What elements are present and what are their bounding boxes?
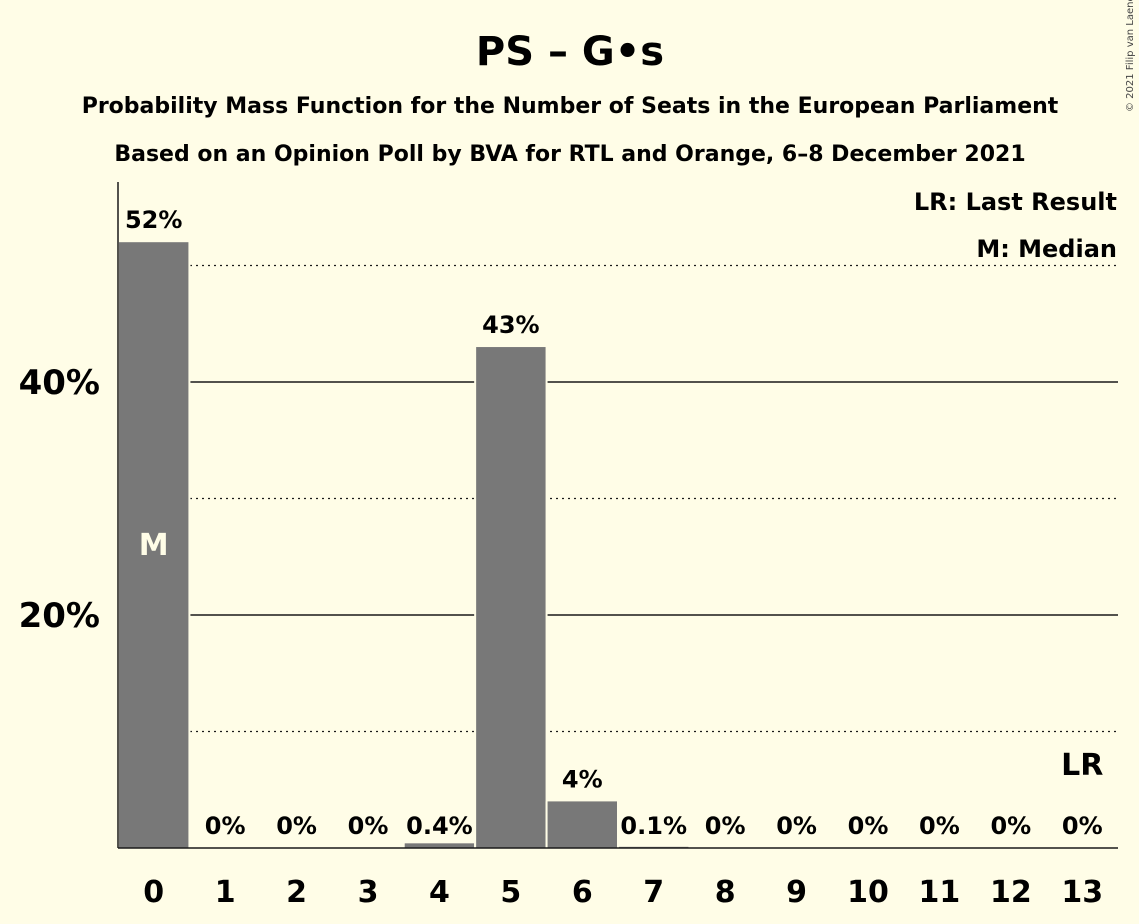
data-label-13: 0% bbox=[1062, 812, 1103, 840]
x-tick-label-6: 6 bbox=[572, 875, 593, 910]
chart-subtitle-poll: Based on an Opinion Poll by BVA for RTL … bbox=[114, 142, 1025, 167]
x-tick-label-13: 13 bbox=[1061, 875, 1103, 910]
data-label-4: 0.4% bbox=[406, 812, 473, 840]
x-tick-label-4: 4 bbox=[429, 875, 450, 910]
x-tick-label-7: 7 bbox=[643, 875, 664, 910]
data-label-11: 0% bbox=[919, 812, 960, 840]
legend-median: M: Median bbox=[976, 235, 1117, 263]
y-tick-label: 20% bbox=[19, 596, 100, 636]
data-label-6: 4% bbox=[562, 765, 603, 793]
x-tick-label-8: 8 bbox=[715, 875, 736, 910]
data-label-9: 0% bbox=[776, 812, 817, 840]
bar-seats-0 bbox=[119, 242, 189, 848]
data-label-10: 0% bbox=[848, 812, 889, 840]
data-label-8: 0% bbox=[705, 812, 746, 840]
grid-lines bbox=[118, 264, 1118, 733]
data-label-12: 0% bbox=[990, 812, 1031, 840]
chart-title: PS – G•s bbox=[476, 29, 664, 75]
bar-seats-4 bbox=[404, 843, 475, 848]
data-label-3: 0% bbox=[348, 812, 389, 840]
x-tick-label-0: 0 bbox=[143, 875, 164, 910]
copyright-notice: © 2021 Filip van Laenen bbox=[1125, 0, 1136, 112]
chart-subtitle: Probability Mass Function for the Number… bbox=[82, 94, 1059, 119]
x-tick-label-11: 11 bbox=[919, 875, 961, 910]
median-marker: M bbox=[139, 528, 169, 563]
bars-group bbox=[117, 242, 691, 848]
data-label-7: 0.1% bbox=[620, 812, 687, 840]
x-tick-label-1: 1 bbox=[215, 875, 236, 910]
bar-seats-6 bbox=[547, 801, 617, 848]
data-label-1: 0% bbox=[205, 812, 246, 840]
last-result-marker: LR bbox=[1061, 748, 1103, 783]
data-label-5: 43% bbox=[482, 311, 539, 339]
bar-seats-5 bbox=[476, 347, 546, 848]
x-tick-label-12: 12 bbox=[990, 875, 1032, 910]
data-label-0: 52% bbox=[125, 206, 182, 234]
x-tick-label-2: 2 bbox=[286, 875, 307, 910]
x-tick-label-9: 9 bbox=[786, 875, 807, 910]
data-label-2: 0% bbox=[276, 812, 317, 840]
x-tick-label-10: 10 bbox=[847, 875, 889, 910]
x-tick-label-5: 5 bbox=[500, 875, 521, 910]
labels-group: 20%40%52%00%10%20%30.4%443%54%60.1%70%80… bbox=[19, 206, 1104, 910]
legend-last-result: LR: Last Result bbox=[914, 188, 1117, 216]
y-tick-label: 40% bbox=[19, 363, 100, 403]
x-tick-label-3: 3 bbox=[358, 875, 379, 910]
